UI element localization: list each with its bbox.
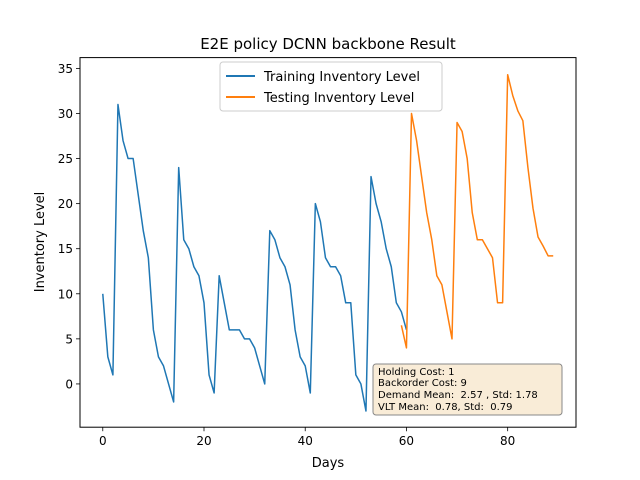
chart-title: E2E policy DCNN backbone Result	[200, 35, 456, 53]
y-axis-ticks: 0 5 10 15 20 25 30 35	[58, 62, 80, 391]
y-tick-label: 0	[65, 377, 73, 391]
x-tick-label: 60	[399, 434, 414, 448]
y-tick-label: 15	[58, 242, 73, 256]
plot-area	[102, 73, 554, 412]
annotation-vlt-stats: VLT Mean: 0.78, Std: 0.79	[378, 402, 513, 413]
y-tick-label: 5	[65, 332, 73, 346]
y-axis-label: Inventory Level	[33, 192, 48, 293]
legend: Training Inventory Level Testing Invento…	[219, 61, 443, 112]
x-tick-label: 80	[500, 434, 515, 448]
x-tick-label: 40	[298, 434, 313, 448]
annotation-box	[372, 363, 563, 416]
legend-label-testing: Testing Inventory Level	[263, 91, 414, 106]
x-axis-label: Days	[312, 456, 345, 471]
y-tick-label: 10	[58, 287, 73, 301]
annotation-demand-stats: Demand Mean: 2.57 , Std: 1.78	[378, 390, 538, 401]
annotation-holding-cost: Holding Cost: 1	[378, 367, 455, 378]
legend-frame	[219, 61, 443, 112]
legend-label-training: Training Inventory Level	[263, 70, 420, 85]
x-tick-label: 20	[196, 434, 211, 448]
x-axis-ticks: 0 20 40 60 80	[99, 427, 515, 448]
series-line-testing	[400, 73, 554, 349]
annotation-backorder-cost: Backorder Cost: 9	[378, 378, 467, 389]
y-tick-label: 20	[58, 197, 73, 211]
series-line-training	[102, 103, 408, 412]
axes-frame	[79, 57, 577, 428]
y-tick-label: 35	[58, 62, 73, 76]
stats-annotation: Holding Cost: 1 Backorder Cost: 9 Demand…	[372, 363, 563, 416]
y-tick-label: 30	[58, 107, 73, 121]
x-tick-label: 0	[99, 434, 107, 448]
y-tick-label: 25	[58, 152, 73, 166]
